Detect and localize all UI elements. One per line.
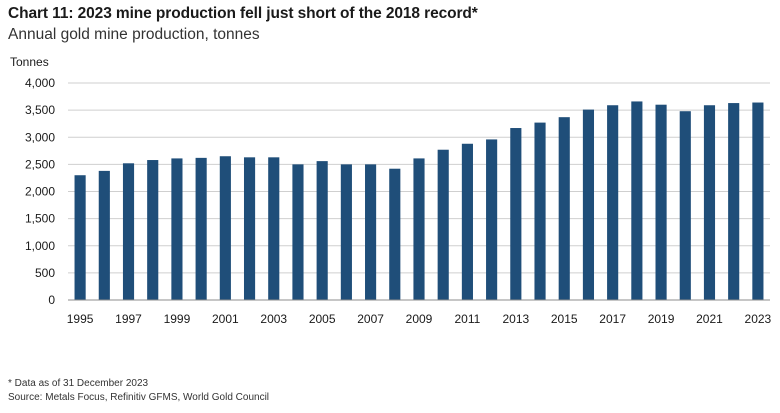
bar-2004	[292, 164, 304, 300]
bar-2001	[219, 156, 231, 300]
y-tick-label: 500	[35, 266, 55, 280]
footnote: * Data as of 31 December 2023	[8, 378, 149, 389]
bar-2012	[486, 139, 498, 300]
x-tick-label: 2019	[648, 312, 675, 326]
bar-2017	[607, 105, 619, 301]
bar-2016	[582, 109, 595, 301]
x-tick-label: 2011	[455, 312, 481, 326]
bar-2011	[461, 143, 473, 300]
x-tick-label: 2021	[696, 312, 723, 326]
x-tick-label: 2023	[745, 312, 772, 326]
x-tick-label: 2007	[357, 312, 384, 326]
bar-2021	[703, 105, 716, 301]
bar-2022	[728, 103, 740, 300]
x-tick-label: 2013	[502, 312, 529, 326]
x-tick-label: 1999	[164, 312, 191, 326]
x-tick-label: 2015	[551, 312, 578, 326]
bar-2002	[243, 157, 256, 300]
y-axis-label: Tonnes	[10, 55, 49, 69]
bar-2010	[437, 149, 449, 300]
bar-2006	[340, 164, 352, 300]
bar-2014	[534, 122, 546, 300]
bar-2015	[558, 117, 570, 301]
bar-2003	[268, 157, 280, 300]
x-tick-label: 1997	[115, 312, 142, 326]
bar-2018	[631, 101, 643, 300]
y-tick-label: 1,000	[25, 239, 55, 253]
bar-1997	[122, 163, 135, 300]
bar-2023	[752, 102, 764, 300]
bar-2019	[655, 104, 667, 300]
bar-2009	[413, 158, 425, 300]
bar-2005	[316, 161, 328, 300]
y-tick-label: 2,000	[25, 185, 55, 199]
y-axis-ticks: 0 500 1,000 1,500 2,000 2,500 3,000 3,500 4,000	[25, 76, 55, 307]
gridlines	[68, 82, 770, 274]
source-note: Source: Metals Focus, Refinitiv GFMS, Wo…	[8, 392, 270, 403]
x-tick-label: 2001	[212, 312, 239, 326]
bar-1996	[98, 170, 110, 300]
y-tick-label: 4,000	[25, 76, 55, 90]
chart-title: Chart 11: 2023 mine production fell just…	[8, 5, 478, 22]
chart-subtitle: Annual gold mine production, tonnes	[8, 26, 260, 43]
x-tick-label: 2003	[260, 312, 287, 326]
y-tick-label: 2,500	[25, 157, 55, 171]
x-tick-label: 2005	[309, 312, 336, 326]
x-tick-label: 1995	[67, 312, 94, 326]
bar-2008	[389, 168, 401, 300]
bar-1998	[147, 160, 159, 300]
bar-2000	[195, 157, 207, 300]
bar-2013	[510, 128, 522, 300]
bars	[74, 101, 764, 301]
y-tick-label: 0	[48, 293, 55, 307]
bar-1995	[74, 175, 86, 300]
x-axis-ticks: 1995 1997 1999 2001 2003 2005 2007 2009 2011 2013…	[67, 312, 772, 326]
bar-2007	[365, 164, 377, 300]
y-tick-label: 1,500	[25, 212, 55, 226]
bar-1999	[171, 158, 183, 300]
bar-2020	[679, 111, 691, 301]
y-tick-label: 3,000	[25, 130, 55, 144]
x-tick-label: 2009	[406, 312, 433, 326]
x-tick-label: 2017	[599, 312, 626, 326]
y-tick-label: 3,500	[25, 103, 55, 117]
